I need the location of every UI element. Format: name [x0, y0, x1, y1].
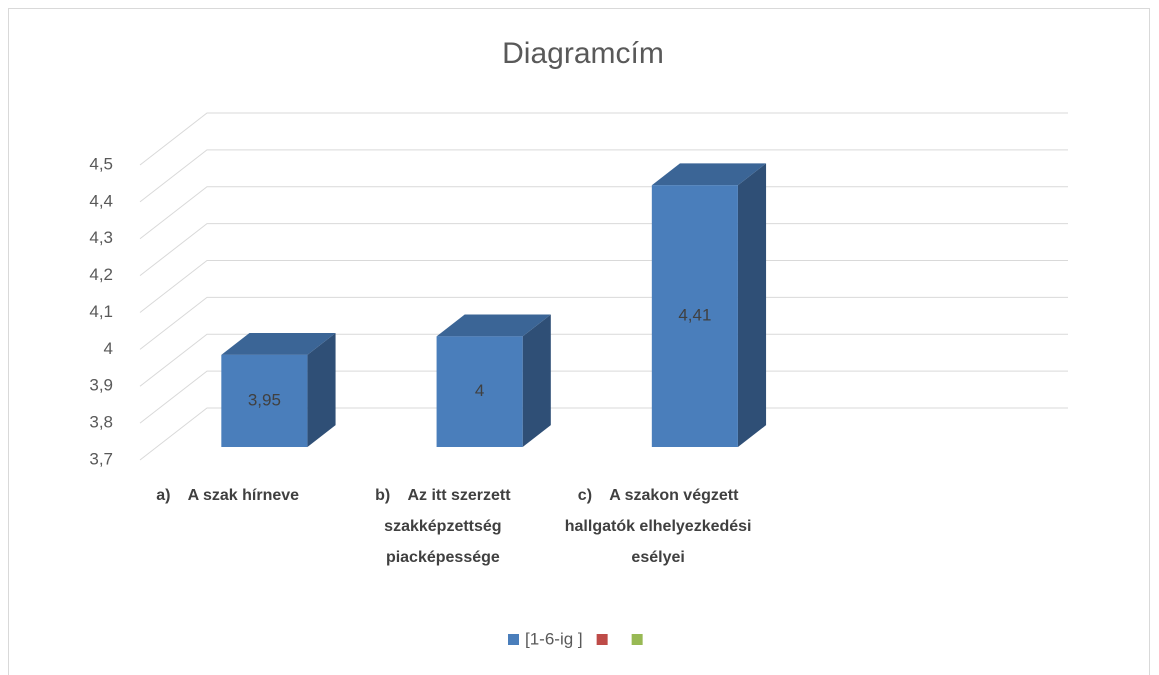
bar-top — [221, 332, 336, 355]
bar — [651, 185, 738, 447]
y-tick-label: 3,8 — [89, 413, 113, 432]
grid-line — [139, 260, 1068, 313]
legend-swatch — [508, 634, 519, 645]
data-label: 4 — [475, 381, 484, 400]
y-tick-label: 4,3 — [89, 228, 113, 247]
y-tick-label: 4,4 — [89, 191, 113, 210]
y-tick-label: 4,1 — [89, 302, 113, 321]
grid-line — [139, 333, 1068, 387]
bar-top — [651, 163, 767, 186]
bar-side — [307, 332, 336, 447]
y-tick-label: 3,9 — [89, 376, 113, 395]
chart-border — [8, 8, 1150, 675]
grid-line — [139, 112, 1068, 166]
y-tick-label: 3,7 — [89, 449, 113, 468]
grid-line — [139, 149, 1068, 203]
x-tick-label: b) Az itt szerzett szakképzettség piacké… — [375, 487, 516, 566]
bar-side — [522, 314, 551, 447]
y-tick-label: 4 — [104, 339, 113, 358]
bar-top — [436, 314, 551, 337]
x-tick-label: a) A szak hírneve — [156, 487, 300, 504]
bar — [436, 336, 523, 447]
bar — [221, 354, 308, 447]
legend-swatch — [596, 634, 608, 645]
x-tick-label: c) A szakon végzett hallgatók elhelyezke… — [564, 487, 752, 566]
chart-title: Diagramcím — [502, 37, 664, 70]
data-label: 4,41 — [678, 306, 711, 325]
grid-line — [139, 186, 1068, 240]
grid-line — [139, 296, 1068, 350]
y-tick-label: 4,2 — [89, 265, 113, 284]
grid-line — [139, 407, 1068, 461]
grid-line — [139, 370, 1068, 424]
data-label: 3,95 — [248, 390, 281, 409]
y-tick-label: 4,5 — [89, 154, 113, 173]
legend-label: [1-6-ig ] — [525, 629, 583, 648]
bar-side — [737, 163, 767, 447]
legend-swatch — [631, 634, 643, 645]
grid-line — [139, 223, 1068, 277]
